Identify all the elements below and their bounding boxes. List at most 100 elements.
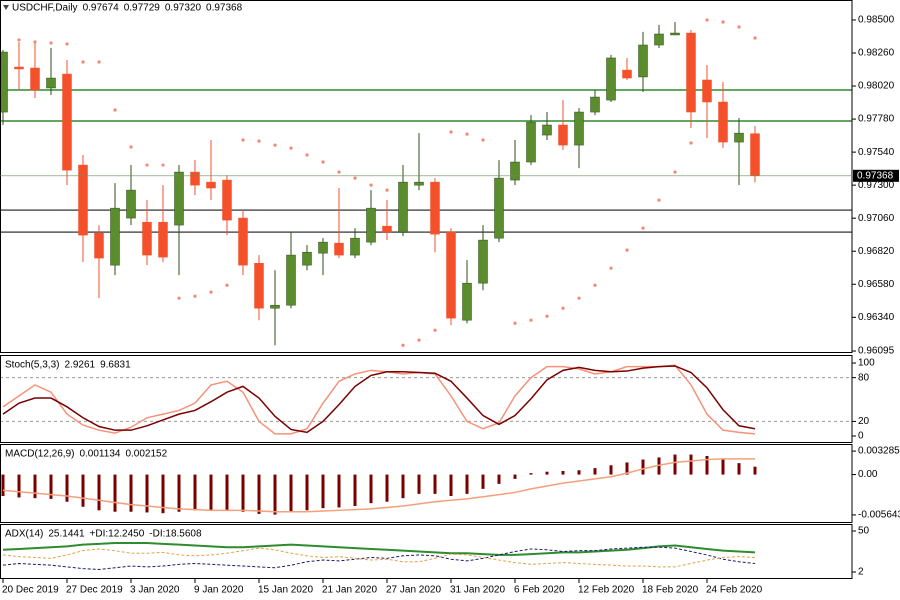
sar-dot [689,141,693,145]
candle-body [350,237,360,256]
series-line [2,547,756,568]
candle-body [750,133,760,177]
histogram-bar [97,474,101,511]
histogram-bar [209,474,213,511]
candle-body [302,251,312,266]
candle-body [414,181,424,186]
x-tick-label: 3 Jan 2020 [130,585,180,596]
pane-header: 0.001134 [79,449,120,460]
last-price-label: 0.97368 [857,170,894,181]
candle-body [686,32,696,113]
histogram-bar [225,474,229,511]
histogram-bar [609,465,613,475]
histogram-bar [577,470,581,475]
histogram-bar [129,474,133,512]
candle-body [606,57,616,101]
candle-body [510,161,520,181]
candle-body [126,189,136,219]
histogram-bar [353,474,357,507]
candle-body [478,239,488,284]
last-price-box [853,169,899,182]
candle-body [590,96,600,113]
sar-dot [721,20,725,24]
sar-dot [673,170,677,174]
histogram-bar [177,474,181,512]
x-tick-label: 20 Dec 2019 [2,585,59,596]
candle-body [446,231,456,319]
sar-dot [385,188,389,192]
sar-dot [609,266,613,270]
candle-body [718,101,728,143]
candle-body [334,242,344,256]
histogram-bar [673,454,677,475]
y-tick-label: 0.96820 [858,246,895,257]
y-tick-label: 0.96340 [858,312,895,323]
sar-dot [545,314,549,318]
pane-header: 0.002152 [125,449,167,460]
candle-body [734,132,744,143]
pane-header: 9.6831 [100,360,131,371]
y-tick-label: 80 [858,372,870,383]
sar-dot [481,138,485,142]
x-tick-label: 12 Feb 2020 [578,585,635,596]
pane-header: 2.9261 [64,360,95,371]
histogram-bar [33,474,37,499]
y-tick-label: 0 [858,431,864,442]
sar-dot [97,60,101,64]
candle-body [494,177,504,239]
candle-body [318,241,328,254]
candle-body [142,221,152,256]
histogram-bar [465,474,469,494]
series-line [2,458,755,513]
sar-dot [177,296,181,300]
y-tick-label: 0.00 [858,469,878,480]
histogram-bar [257,474,261,514]
histogram-bar [1,474,5,497]
y-tick-label: 0.96580 [858,279,895,290]
histogram-bar [145,474,149,513]
histogram-bar [321,474,325,509]
sar-dot [321,160,325,164]
sar-dot [17,38,21,42]
series-line [2,364,756,435]
series-line [2,365,756,434]
sar-dot [657,198,661,202]
candle-body [670,32,680,36]
pane-header: 0.97368 [206,3,243,14]
candle-body [62,73,72,171]
histogram-bar [593,468,597,475]
sar-dot [449,130,453,134]
candle-body [542,124,552,136]
x-tick-label: 6 Feb 2020 [514,585,565,596]
series-line [2,541,756,556]
pane-header: 25.1441 [48,529,85,540]
histogram-bar [65,474,69,502]
histogram-bar [625,462,629,475]
histogram-bar [289,474,293,513]
histogram-bar [481,474,485,489]
pane-frame [0,444,853,523]
sar-dot [625,248,629,252]
x-tick-label: 18 Feb 2020 [642,585,699,596]
sar-dot [81,60,85,64]
y-tick-label: 0.98500 [858,15,895,26]
histogram-bar [241,474,245,512]
pane-frame [0,0,853,353]
candle-body [430,181,440,235]
x-tick-label: 21 Jan 2020 [322,585,377,596]
candle-body [174,171,184,226]
sar-dot [337,170,341,174]
candle-body [398,181,408,233]
candle-body [270,304,280,309]
y-tick-label: 100 [858,358,875,369]
sar-dot [465,132,469,136]
candle-body [238,217,248,266]
sar-dot [113,108,117,112]
histogram-bar [753,466,757,475]
candle-body [622,69,632,79]
sar-dot [577,296,581,300]
pane [0,18,852,347]
y-tick-label: 50 [858,526,870,537]
pane [2,541,756,570]
y-tick-label: 0.97300 [858,180,895,191]
